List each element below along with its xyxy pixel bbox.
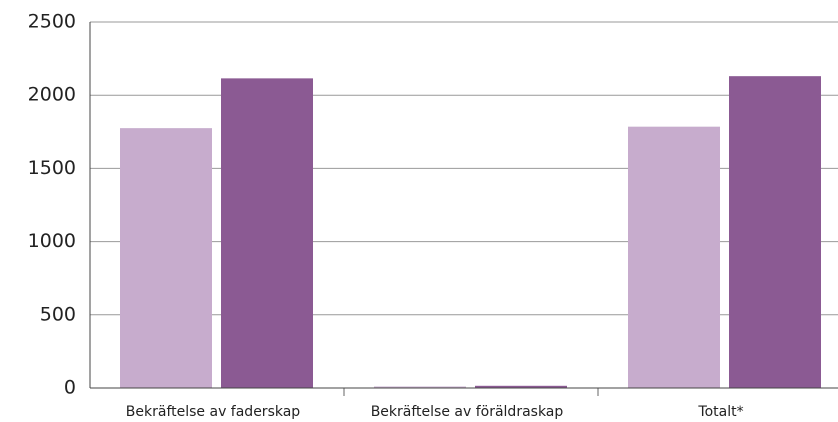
y-tick-label: 0 [64, 377, 76, 399]
bar [729, 76, 821, 388]
bar [374, 386, 466, 388]
bar [475, 385, 567, 388]
y-tick-label: 1000 [28, 230, 76, 252]
bar [221, 78, 313, 388]
x-tick-label: Totalt* [697, 404, 743, 420]
x-tick-label: Bekräftelse av föräldraskap [371, 404, 564, 420]
bar [120, 128, 212, 388]
y-tick-label: 1500 [28, 157, 76, 179]
y-tick-label: 500 [40, 303, 76, 325]
x-tick-label: Bekräftelse av faderskap [126, 404, 301, 420]
y-tick-label: 2500 [28, 11, 76, 33]
y-tick-label: 2000 [28, 84, 76, 106]
bar [628, 126, 720, 389]
